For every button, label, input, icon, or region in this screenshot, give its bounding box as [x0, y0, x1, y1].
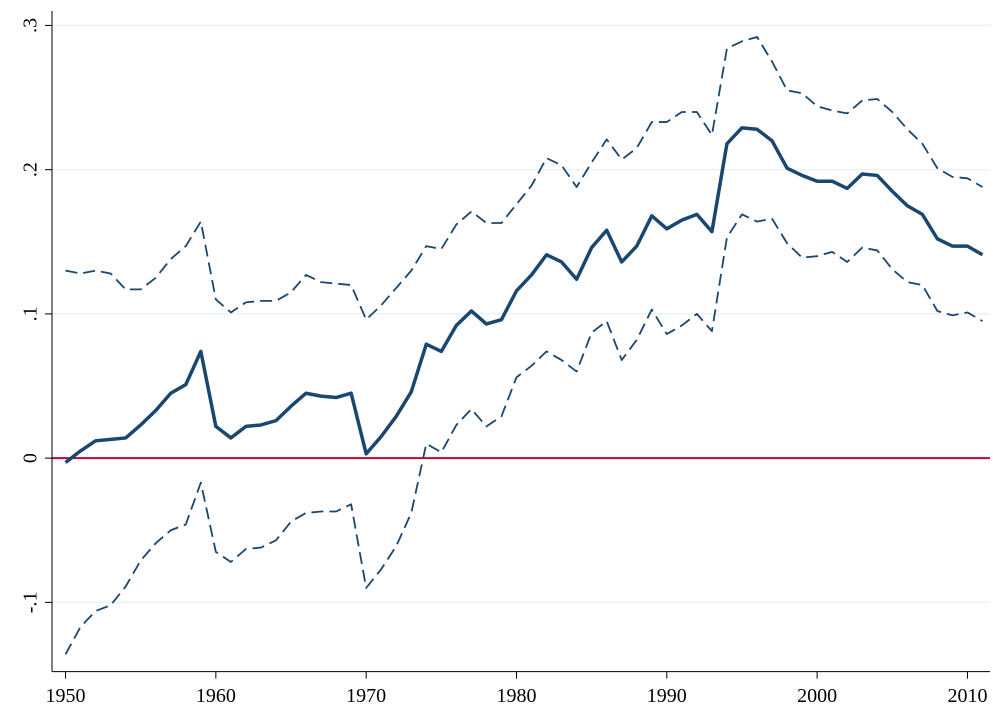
y-tick-label: .2 — [20, 162, 42, 177]
x-tick-label: 2010 — [947, 685, 987, 707]
bound-line — [65, 36, 983, 321]
x-tick-label: 1990 — [647, 685, 687, 707]
y-tick-label: .1 — [20, 306, 42, 321]
y-tick-label: .3 — [20, 18, 42, 33]
x-tick-label: 2000 — [797, 685, 837, 707]
x-tick-label: 1950 — [46, 685, 86, 707]
x-tick-label: 1960 — [196, 685, 236, 707]
bound-line — [64, 213, 983, 655]
x-tick-label: 1980 — [496, 685, 536, 707]
y-tick-label: -.1 — [20, 592, 42, 614]
y-tick-label: 0 — [20, 453, 42, 463]
estimate-line — [64, 126, 984, 464]
x-tick-label: 1970 — [346, 685, 386, 707]
